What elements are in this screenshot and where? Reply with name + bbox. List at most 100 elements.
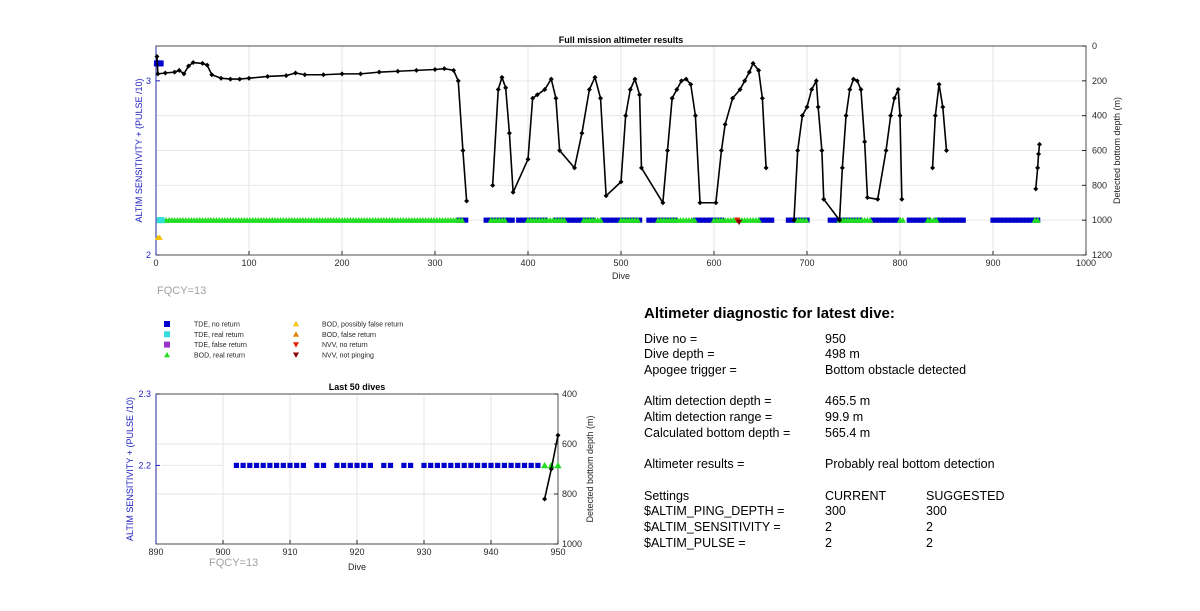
x-axis-label: Dive [348, 562, 366, 572]
tde-no-return-marker [233, 462, 239, 469]
depth-point [572, 165, 577, 171]
depth-point [692, 113, 698, 119]
depth-point [204, 62, 210, 68]
x-tick-label: 100 [241, 258, 256, 268]
depth-point [819, 148, 825, 153]
bod-real-return-marker [933, 216, 940, 223]
frequency-annotation: FQCY=13 [209, 557, 258, 569]
depth-point [200, 60, 205, 66]
tde-no-return-marker [568, 217, 574, 223]
tde-no-return-marker [888, 217, 894, 223]
depth-point [669, 95, 675, 101]
pulse-suggested: 2 [926, 535, 933, 550]
tde-no-return-marker [461, 462, 467, 469]
depth-point [548, 466, 554, 472]
tde-no-return-marker [521, 462, 528, 469]
tde-no-return-marker [960, 217, 966, 223]
tde-no-return-marker [488, 462, 494, 469]
x-tick-label: 200 [334, 258, 349, 268]
altimeter-diagnostic-panel: Altimeter diagnostic for latest dive: Di… [644, 306, 1005, 551]
tde-no-return-marker [1005, 217, 1011, 223]
depth-point [510, 189, 516, 195]
tde-no-return-marker [287, 462, 293, 469]
tde-no-return-marker [945, 217, 951, 223]
depth-point [847, 87, 853, 93]
tde-no-return-marker [994, 217, 1000, 223]
depth-point [718, 148, 724, 153]
apogee-value: Bottom obstacle detected [825, 363, 967, 378]
depth-point [503, 85, 509, 91]
x-tick-label: 940 [483, 547, 498, 557]
depth-point [176, 67, 182, 73]
depth-point [936, 81, 942, 87]
tde-no-return-marker [906, 217, 912, 223]
dive-depth-value: 498 m [825, 347, 860, 362]
tde-no-return-marker [785, 217, 791, 223]
tde-no-return-marker [454, 462, 461, 469]
depth-point [548, 76, 554, 82]
bod-real-return-marker [597, 216, 604, 223]
tde-no-return-marker [475, 462, 481, 469]
tde-no-return-marker [280, 462, 286, 469]
sensitivity-label: $ALTIM_SENSITIVITY = [644, 519, 781, 534]
marker-legend: TDE, no return TDE, real return TDE, false… [164, 321, 403, 359]
tde-no-return-marker [501, 462, 507, 469]
depth-point [441, 66, 447, 72]
tde-no-return-marker [508, 462, 514, 469]
x-tick-label: 910 [282, 547, 297, 557]
depth-point [883, 148, 889, 153]
tde-no-return-marker [495, 462, 501, 469]
frequency-annotation: FQCY=13 [157, 285, 206, 297]
ping-depth-current: 300 [825, 504, 846, 519]
depth-point [843, 113, 849, 119]
tde-no-return-marker [267, 462, 273, 469]
results-row: Altimeter results = Probably real bottom… [644, 457, 995, 473]
dive-no-row: Dive no = 950 [644, 332, 895, 348]
tde-no-return-marker [575, 217, 581, 223]
depth-point [862, 139, 868, 145]
settings-header-row: Settings CURRENT SUGGESTED [644, 489, 1005, 505]
depth-point [795, 148, 801, 153]
tde-no-return-marker [481, 462, 487, 469]
bod-real-return-marker [561, 216, 568, 223]
tde-no-return-marker [827, 217, 833, 223]
bod-real-return-marker [755, 216, 762, 223]
depth-point [592, 74, 598, 80]
depth-point [455, 78, 461, 84]
depth-point [413, 67, 419, 73]
bod-real-return-marker [634, 216, 641, 223]
ping-depth-suggested: 300 [926, 504, 947, 519]
depth-point [603, 193, 609, 199]
legend-marker [164, 341, 170, 348]
legend-marker [293, 321, 299, 327]
tde-no-return-marker [347, 462, 353, 469]
depth-point [674, 87, 680, 93]
tde-no-return-marker [367, 462, 373, 469]
tde-no-return-marker [320, 462, 327, 469]
tde-no-return-marker [921, 217, 927, 223]
y-right-tick-label: 400 [562, 389, 577, 399]
depth-point [678, 78, 684, 84]
tde-no-return-marker [421, 462, 427, 469]
tde-no-return-marker [700, 217, 706, 223]
depth-point [557, 148, 563, 153]
tde-no-return-marker [1023, 217, 1030, 223]
detection-depth-label: Altim detection depth = [644, 394, 772, 409]
dive-depth-label: Dive depth = [644, 347, 715, 362]
depth-point [395, 68, 401, 74]
depth-point [944, 148, 949, 153]
y-right-tick-label: 1000 [562, 539, 582, 549]
tde-no-return-marker [463, 217, 469, 223]
tde-no-return-marker [610, 217, 617, 223]
legend-label: NVV, not pinging [322, 352, 374, 359]
tde-no-return-marker [997, 217, 1004, 223]
x-axis-label: Dive [612, 271, 630, 281]
y-right-axis-label: Detected bottom depth (m) [1112, 97, 1122, 204]
tde-no-return-marker [1009, 217, 1015, 223]
depth-point [358, 71, 364, 77]
tde-no-return-marker [441, 462, 447, 469]
tde-no-return-marker [253, 462, 260, 469]
x-tick-label: 950 [550, 547, 565, 557]
depth-point [742, 78, 748, 84]
